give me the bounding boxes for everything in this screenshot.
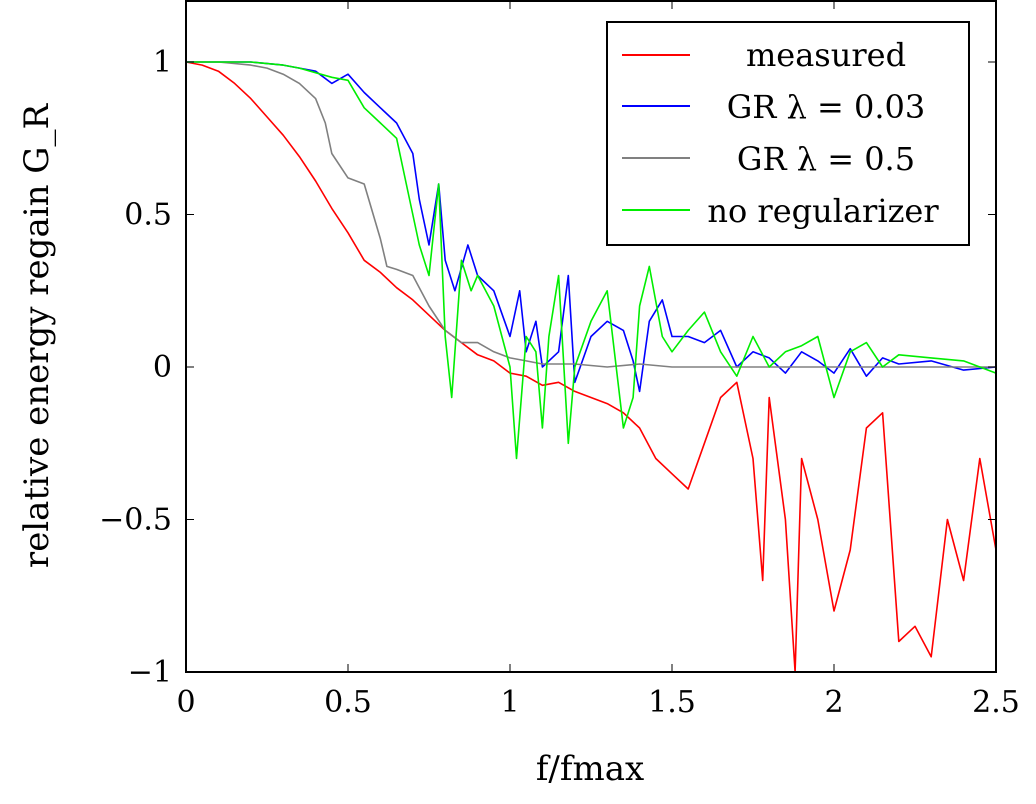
legend-label-gr-003: GR λ = 0.03 xyxy=(727,88,926,126)
y-tick-label: 0.5 xyxy=(124,198,172,233)
y-tick-label: −1 xyxy=(128,655,172,690)
series-layer xyxy=(185,61,997,673)
series-line-0 xyxy=(185,61,997,673)
legend-box xyxy=(606,21,970,246)
x-tick-label: 2.5 xyxy=(972,685,1020,720)
x-tick-label: 0.5 xyxy=(324,685,372,720)
plot-frame xyxy=(185,0,997,673)
tick-layer: 0 0.5 1 1.5 2 2.5 −1 −0.5 0 0.5 1 xyxy=(99,1,1020,720)
legend-label-no-regularizer: no regularizer xyxy=(707,192,939,230)
series-line-1 xyxy=(186,61,997,393)
y-tick-label: 1 xyxy=(153,45,172,80)
legend: measured GR λ = 0.03 GR λ = 0.5 no regul… xyxy=(606,21,970,246)
x-tick-label: 1.5 xyxy=(648,685,696,720)
legend-label-measured: measured xyxy=(746,36,906,74)
x-axis-label: f/fmax xyxy=(536,749,644,789)
x-tick-label: 0 xyxy=(176,685,195,720)
series-line-2 xyxy=(186,61,996,368)
x-tick-label: 2 xyxy=(824,685,843,720)
legend-label-gr-05: GR λ = 0.5 xyxy=(737,140,915,178)
series-line-3 xyxy=(186,61,997,460)
y-tick-label: 0 xyxy=(153,350,172,385)
x-tick-label: 1 xyxy=(500,685,519,720)
y-axis-label: relative energy regain G_R xyxy=(17,103,57,569)
y-tick-label: −0.5 xyxy=(99,503,172,538)
